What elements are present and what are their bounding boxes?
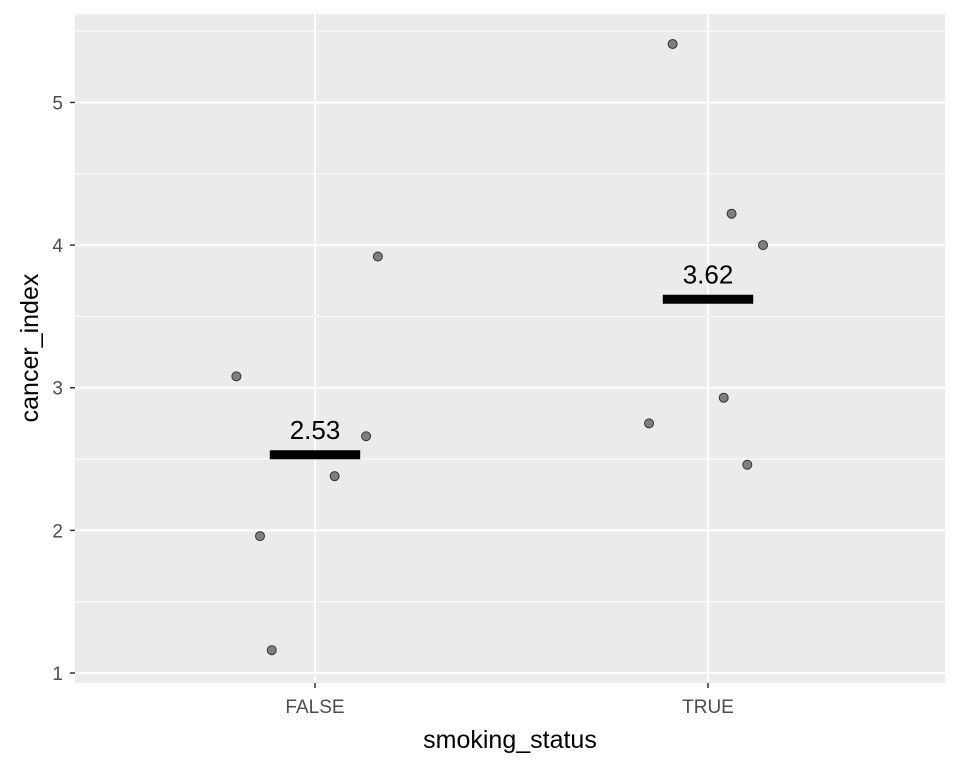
data-point	[266, 645, 277, 656]
data-point	[254, 531, 265, 542]
mean-markers: 2.53 3.62	[269, 259, 754, 460]
x-tick-label: TRUE	[682, 697, 734, 718]
data-point	[742, 459, 753, 470]
y-tick-label: 4	[52, 236, 63, 257]
data-point	[361, 431, 372, 442]
y-tick-label: 5	[52, 93, 63, 114]
y-axis: 1 2 3 4 5	[52, 93, 75, 685]
data-point	[667, 38, 678, 49]
x-axis: FALSE TRUE	[285, 683, 734, 718]
data-point	[329, 471, 340, 482]
mean-label: 3.62	[683, 259, 734, 289]
major-gridlines	[75, 14, 945, 683]
minor-gridlines	[75, 30, 945, 603]
mean-label: 2.53	[290, 415, 341, 445]
data-point	[372, 251, 383, 262]
data-point	[726, 208, 737, 219]
plot-panel	[75, 14, 945, 683]
data-point	[231, 371, 242, 382]
y-axis-title: cancer_index	[16, 273, 44, 422]
x-tick-label: FALSE	[285, 697, 344, 718]
data-point	[644, 418, 655, 429]
x-axis-title: smoking_status	[423, 726, 597, 754]
data-points	[231, 38, 769, 656]
y-tick-label: 3	[52, 379, 63, 400]
y-tick-label: 2	[52, 521, 63, 542]
data-point	[758, 240, 769, 251]
y-tick-label: 1	[52, 664, 63, 685]
data-point	[718, 392, 729, 403]
